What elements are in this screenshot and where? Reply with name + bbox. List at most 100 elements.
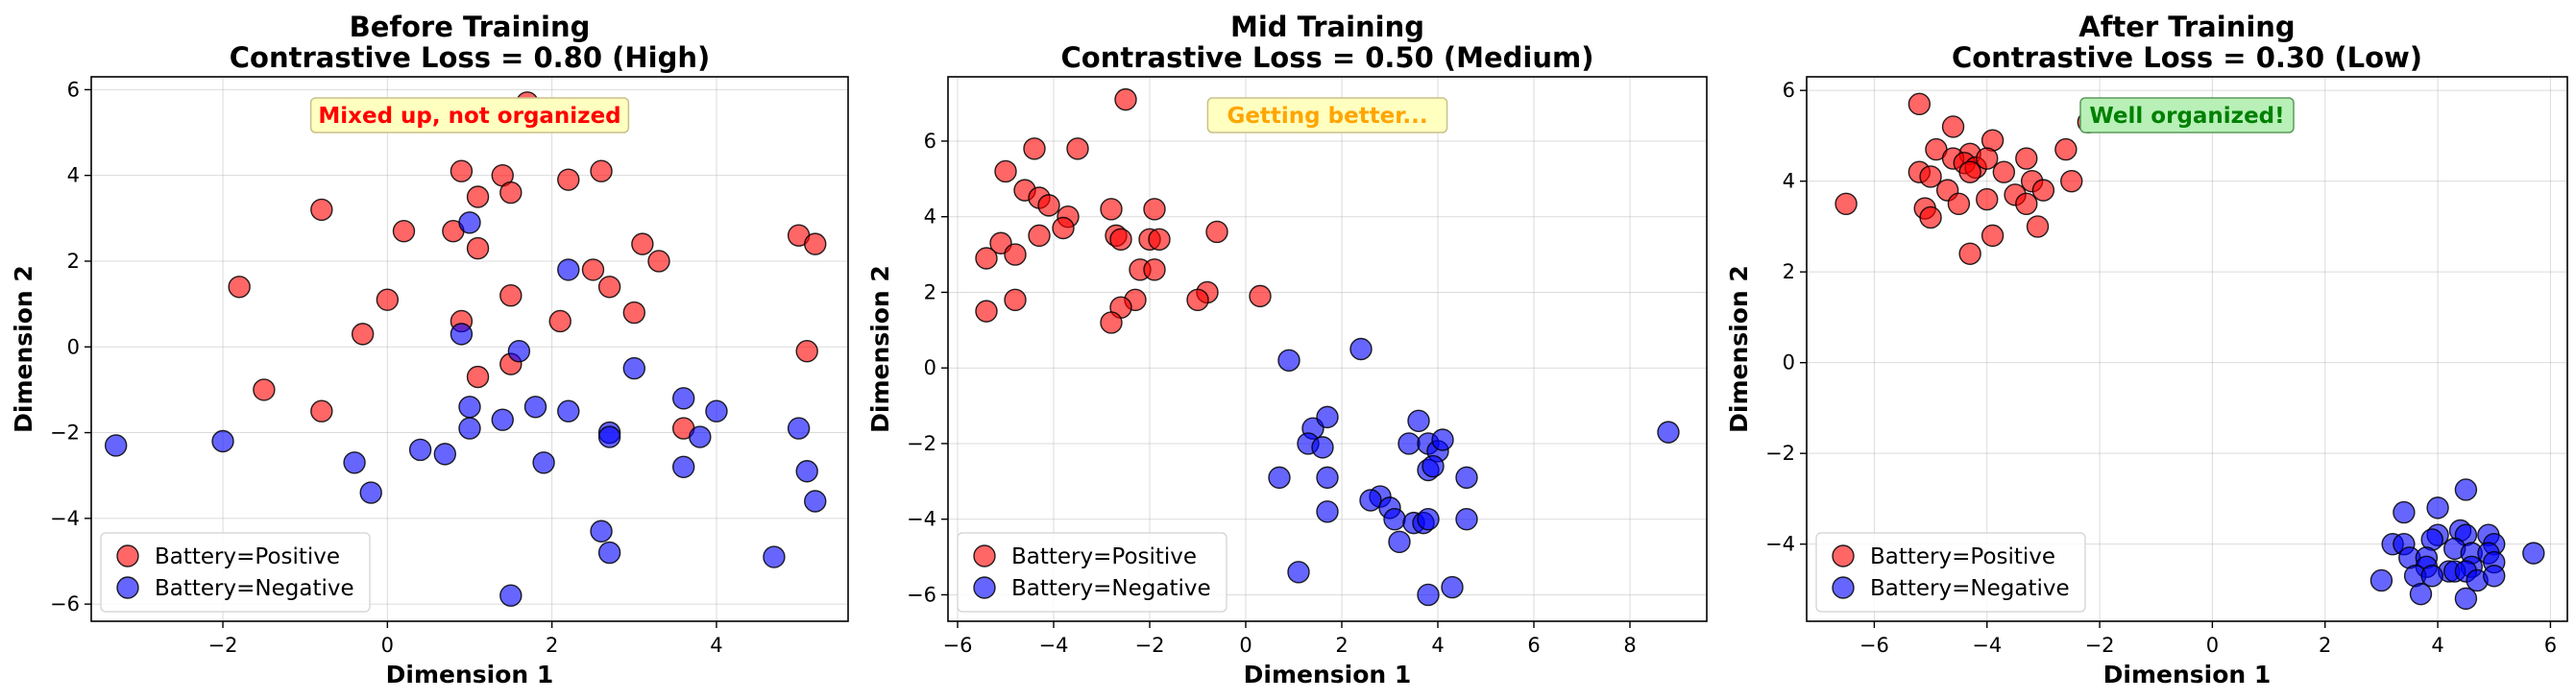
y-tick-label: −4 (907, 508, 936, 531)
chart-panel-1: −2 0 2 4 −6 −4 −2 0 2 4 6 Before TrainingContrastiv… (10, 11, 849, 688)
scatter-point-negative (1455, 466, 1478, 490)
scatter-point-positive (1205, 220, 1228, 244)
scatter-point-positive (1066, 137, 1089, 160)
scatter-point-negative (1417, 507, 1440, 531)
scatter-point-positive (557, 168, 580, 191)
legend: Battery=Positive Battery=Negative (100, 532, 371, 613)
scatter-point-positive (1028, 224, 1051, 248)
scatter-point-negative (763, 545, 786, 568)
scatter-point-positive (351, 323, 375, 346)
scatter-point-negative (597, 541, 621, 565)
x-tick-label: 0 (2206, 634, 2219, 657)
scatter-point-negative (1441, 575, 1464, 599)
plot-frame (90, 76, 849, 622)
scatter-point-positive (1958, 160, 1981, 183)
scatter-point-negative (1311, 436, 1334, 459)
scatter-point-negative (104, 434, 128, 457)
scatter-point-positive (499, 181, 522, 205)
scatter-point-positive (1004, 288, 1027, 312)
scatter-point-negative (1287, 561, 1310, 584)
y-tick-label: 6 (924, 130, 936, 153)
scatter-point-negative (671, 455, 695, 478)
scatter-point-negative (1316, 405, 1339, 429)
scatter-point-negative (804, 490, 827, 513)
scatter-point-positive (1143, 198, 1166, 221)
scatter-point-negative (557, 399, 580, 422)
scatter-point-positive (1992, 160, 2016, 183)
scatter-point-negative (211, 429, 234, 453)
legend-marker-positive (1832, 544, 1855, 567)
scatter-point-positive (2060, 169, 2083, 193)
scatter-point-positive (1100, 198, 1123, 221)
scatter-point-positive (590, 159, 613, 182)
scatter-point-negative (2369, 568, 2394, 592)
scatter-point-negative (2454, 478, 2478, 501)
scatter-point-negative (1349, 337, 1373, 361)
legend: Battery=Positive Battery=Negative (1815, 532, 2086, 613)
x-tick-label: 4 (710, 634, 722, 657)
scatter-point-positive (975, 300, 998, 323)
annotation-background (2079, 97, 2295, 133)
scatter-point-positive (975, 247, 998, 270)
scatter-point-positive (597, 276, 621, 299)
scatter-point-positive (376, 288, 400, 311)
scatter-point-positive (2031, 179, 2055, 202)
scatter-point-positive (1037, 194, 1060, 217)
scatter-point-positive (548, 309, 571, 333)
x-tick-label: −6 (943, 634, 973, 657)
chart-title: Mid Training (1230, 11, 1424, 43)
x-tick-label: 2 (1335, 634, 1348, 657)
scatter-point-positive (1109, 228, 1132, 252)
legend: Battery=Positive Battery=Negative (957, 532, 1227, 613)
x-tick-label: 2 (2319, 634, 2331, 657)
scatter-point-negative (499, 584, 522, 607)
annotation-text: Getting better... (1227, 104, 1427, 129)
scatter-point-negative (2454, 587, 2478, 611)
scatter-point-positive (310, 198, 333, 222)
y-tick-label: 0 (924, 356, 936, 379)
scatter-point-positive (2015, 147, 2038, 170)
scatter-point-positive (804, 232, 827, 255)
legend-label-positive: Battery=Positive (1011, 544, 1197, 569)
scatter-point-negative (491, 408, 514, 431)
scatter-point-negative (458, 396, 481, 419)
scatter-point-positive (795, 340, 818, 363)
plot-frame (1806, 76, 2568, 622)
scatter-point-positive (581, 258, 605, 281)
scatter-point-negative (1316, 500, 1339, 523)
y-axis-label: Dimension 2 (10, 265, 37, 433)
scatter-point-negative (507, 340, 531, 363)
x-tick-label: 4 (2431, 634, 2443, 657)
scatter-point-negative (1316, 466, 1339, 490)
scatter-point-negative (622, 356, 646, 380)
chart-subtitle: Contrastive Loss = 0.50 (Medium) (1061, 41, 1594, 74)
scatter-point-negative (1417, 583, 1440, 607)
scatter-point-positive (253, 378, 276, 401)
scatter-point-positive (631, 232, 654, 255)
legend-label-negative: Battery=Negative (155, 576, 354, 601)
legend-marker-negative (973, 576, 996, 599)
y-tick-label: −6 (907, 583, 936, 606)
annotation-background (309, 97, 630, 133)
scatter-point-positive (1249, 284, 1272, 308)
scatter-point-negative (408, 438, 432, 462)
scatter-point-negative (1422, 454, 1445, 478)
scatter-point-positive (1908, 92, 1932, 116)
scatter-point-positive (310, 399, 333, 422)
scatter-point-negative (787, 417, 811, 440)
y-tick-label: 0 (1783, 351, 1795, 374)
scatter-point-negative (343, 451, 366, 474)
scatter-point-positive (228, 276, 251, 299)
scatter-point-positive (2015, 192, 2038, 216)
scatter-point-positive (466, 185, 490, 208)
x-tick-label: −4 (1039, 634, 1069, 657)
scatter-point-positive (466, 365, 490, 389)
x-axis-label: Dimension 1 (2103, 661, 2272, 688)
scatter-point-positive (1941, 115, 1965, 138)
x-tick-label: −2 (1135, 634, 1165, 657)
annotation-background (1206, 97, 1448, 133)
x-tick-label: 0 (1239, 634, 1252, 657)
legend-label-positive: Battery=Positive (155, 544, 340, 569)
legend-marker-positive (973, 544, 996, 567)
